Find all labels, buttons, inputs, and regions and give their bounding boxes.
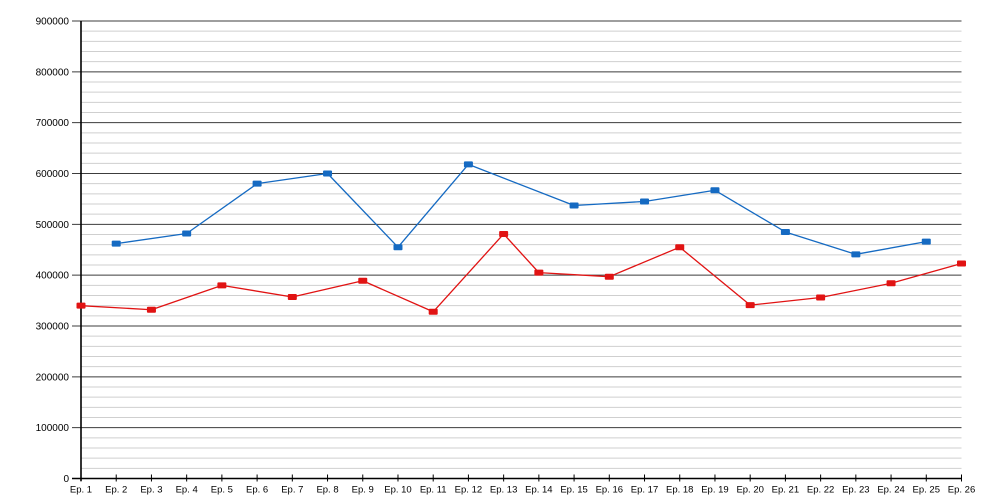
blue-series-marker xyxy=(921,238,931,245)
y-axis-tick-label: 800000 xyxy=(36,67,70,78)
y-axis-tick-label: 400000 xyxy=(36,271,70,282)
x-axis-tick-label: Ep. 7 xyxy=(281,485,303,496)
red-series-line xyxy=(80,233,962,313)
x-axis-tick-label: Ep. 1 xyxy=(70,485,92,496)
x-axis-tick-label: Ep. 23 xyxy=(842,485,869,496)
x-axis-tick-label: Ep. 15 xyxy=(560,485,587,496)
y-axis-tick-label: 200000 xyxy=(36,372,70,383)
red-series-marker xyxy=(428,308,438,315)
red-series-marker xyxy=(499,230,509,237)
blue-series-marker xyxy=(323,170,333,177)
x-axis-tick-label: Ep. 8 xyxy=(316,485,338,496)
x-axis-tick-label: Ep. 5 xyxy=(211,485,233,496)
blue-series-marker xyxy=(851,251,861,258)
x-axis-tick-label: Ep. 10 xyxy=(384,485,411,496)
blue-series-line xyxy=(116,163,927,255)
x-axis-tick-label: Ep. 6 xyxy=(246,485,268,496)
x-axis-tick-label: Ep. 17 xyxy=(631,485,658,496)
blue-series-marker xyxy=(182,230,192,237)
blue-series-marker xyxy=(463,161,473,168)
x-axis-tick-label: Ep. 19 xyxy=(701,485,728,496)
red-series-marker xyxy=(675,244,685,251)
x-axis-tick-label: Ep. 11 xyxy=(420,485,447,496)
blue-series-marker xyxy=(111,240,121,247)
blue-series-marker xyxy=(780,228,790,235)
red-series-marker xyxy=(886,280,896,287)
x-axis-tick-label: Ep. 25 xyxy=(913,485,940,496)
x-axis-tick-label: Ep. 24 xyxy=(877,485,904,496)
y-axis-tick-label: 500000 xyxy=(36,220,70,231)
red-series-marker xyxy=(534,269,544,276)
x-axis-tick-label: Ep. 26 xyxy=(948,485,975,496)
red-series-marker xyxy=(146,306,156,313)
x-axis-tick-label: Ep. 13 xyxy=(490,485,517,496)
y-axis-tick-label: 600000 xyxy=(36,169,70,180)
x-axis-tick-label: Ep. 21 xyxy=(772,485,799,496)
x-axis-tick-label: Ep. 18 xyxy=(666,485,693,496)
red-series-marker xyxy=(287,294,297,301)
red-series-marker xyxy=(957,260,966,267)
x-axis-tick-label: Ep. 20 xyxy=(736,485,763,496)
y-axis-tick-label: 700000 xyxy=(36,118,70,129)
red-series-marker xyxy=(76,302,86,309)
x-axis-tick-label: Ep. 16 xyxy=(596,485,623,496)
blue-series-marker xyxy=(710,187,720,194)
x-axis-tick-label: Ep. 2 xyxy=(105,485,127,496)
x-axis-tick-label: Ep. 12 xyxy=(455,485,482,496)
red-series-marker xyxy=(604,273,614,280)
y-axis-tick-label: 0 xyxy=(63,474,69,485)
red-series-marker xyxy=(745,302,755,309)
red-series-marker xyxy=(816,294,826,301)
blue-series-marker xyxy=(640,198,650,205)
x-axis-tick-label: Ep. 4 xyxy=(176,485,198,496)
x-axis-tick-label: Ep. 14 xyxy=(525,485,552,496)
x-axis-tick-label: Ep. 9 xyxy=(352,485,374,496)
blue-series-marker xyxy=(393,244,403,251)
red-series-marker xyxy=(358,277,368,284)
y-axis-tick-label: 300000 xyxy=(36,322,70,333)
red-series-marker xyxy=(217,282,227,289)
y-axis-tick-label: 900000 xyxy=(36,17,70,28)
x-axis-tick-label: Ep. 3 xyxy=(140,485,162,496)
y-axis-tick-label: 100000 xyxy=(36,423,70,434)
blue-series-marker xyxy=(252,180,262,187)
x-axis-tick-label: Ep. 22 xyxy=(807,485,834,496)
blue-series-marker xyxy=(569,202,579,209)
